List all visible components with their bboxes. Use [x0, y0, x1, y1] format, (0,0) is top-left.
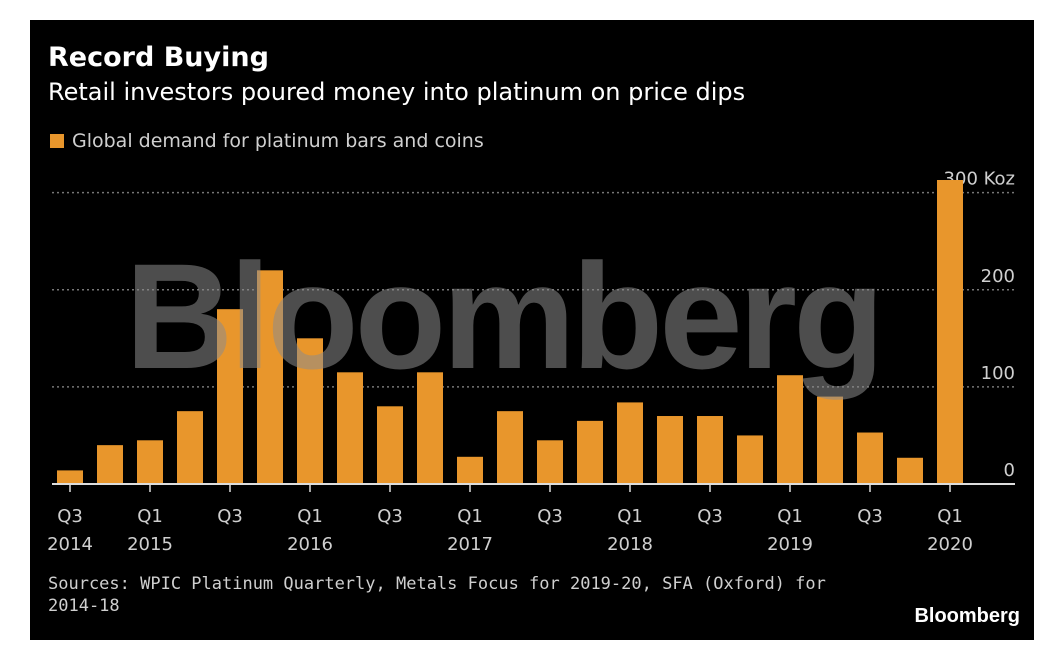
bar	[577, 420, 603, 484]
bar	[377, 406, 403, 484]
x-tick-quarter-label: Q3	[537, 506, 563, 527]
bar	[297, 338, 323, 484]
bar	[337, 372, 363, 484]
y-tick-label: 0	[1004, 460, 1015, 481]
bar	[657, 416, 683, 484]
y-tick-label: 200	[981, 266, 1015, 287]
x-tick-quarter-label: Q3	[57, 506, 83, 527]
x-tick-quarter-label: Q1	[457, 506, 483, 527]
bar	[217, 309, 243, 484]
x-tick-quarter-label: Q1	[617, 506, 643, 527]
bar	[497, 411, 523, 484]
source-note: Sources: WPIC Platinum Quarterly, Metals…	[48, 574, 826, 616]
chart-title: Record Buying	[48, 42, 269, 73]
x-tick-quarter-label: Q1	[297, 506, 323, 527]
bar	[97, 445, 123, 484]
x-tick-year-label: 2018	[607, 534, 653, 555]
x-tick-quarter-label: Q3	[857, 506, 883, 527]
bar	[177, 411, 203, 484]
x-tick-quarter-label: Q1	[777, 506, 803, 527]
bar	[897, 457, 923, 484]
legend-label: Global demand for platinum bars and coin…	[72, 130, 484, 152]
bar	[777, 375, 803, 484]
chart-card: Record Buying Retail investors poured mo…	[30, 20, 1034, 640]
brand-logo: Bloomberg	[914, 605, 1020, 627]
x-tick-quarter-label: Q3	[217, 506, 243, 527]
x-tick-year-label: 2016	[287, 534, 333, 555]
x-tick-year-label: 2019	[767, 534, 813, 555]
x-tick-year-label: 2020	[927, 534, 973, 555]
bar	[417, 372, 443, 484]
bar	[737, 435, 763, 484]
chart-subtitle: Retail investors poured money into plati…	[48, 78, 746, 106]
x-tick-year-label: 2014	[47, 534, 93, 555]
bar	[817, 396, 843, 484]
bar	[937, 180, 963, 484]
bar	[537, 440, 563, 484]
y-tick-label: 100	[981, 363, 1015, 384]
x-tick-quarter-label: Q1	[937, 506, 963, 527]
legend: Global demand for platinum bars and coin…	[50, 130, 484, 152]
bar	[57, 470, 83, 484]
bar	[457, 456, 483, 484]
bar	[697, 416, 723, 484]
bar	[857, 432, 883, 484]
x-tick-year-label: 2017	[447, 534, 493, 555]
bar	[617, 402, 643, 484]
legend-swatch	[50, 134, 64, 148]
x-tick-quarter-label: Q3	[377, 506, 403, 527]
x-tick-quarter-label: Q1	[137, 506, 163, 527]
bar	[257, 270, 283, 484]
x-tick-year-label: 2015	[127, 534, 173, 555]
x-tick-quarter-label: Q3	[697, 506, 723, 527]
bar	[137, 440, 163, 484]
